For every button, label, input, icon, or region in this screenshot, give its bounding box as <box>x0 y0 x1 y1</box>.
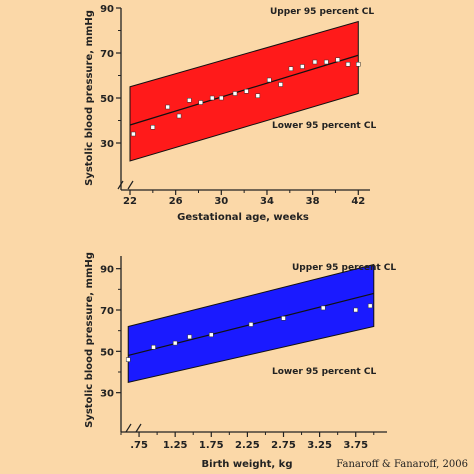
axis-break-mark <box>135 423 142 433</box>
data-point <box>151 344 156 350</box>
axis-break-mark <box>127 180 134 190</box>
data-point <box>300 64 305 69</box>
data-point <box>255 93 261 98</box>
data-point <box>288 66 294 71</box>
y-tick-label: 50 <box>100 94 114 105</box>
data-point <box>278 82 283 87</box>
y-axis-label: Systolic blood pressure, mmHg <box>84 252 95 428</box>
data-point <box>176 113 182 119</box>
x-tick-label: 2.75 <box>271 440 296 451</box>
data-point <box>324 59 329 65</box>
x-tick-label: 26 <box>169 196 183 207</box>
lower-cl-label: Lower 95 percent CL <box>272 121 376 131</box>
lower-cl-label: Lower 95 percent CL <box>272 367 376 377</box>
axis-break-mark <box>117 180 124 190</box>
chart-birth-weight: 30 50 70 90 .75 1.25 1.75 2.25 2.75 3.25 3.75 Birth… <box>84 252 396 470</box>
data-point <box>367 303 373 309</box>
x-tick-label: 2.25 <box>235 440 260 451</box>
x-tick-label: 3.25 <box>307 440 332 451</box>
data-point <box>281 316 286 321</box>
x-tick-label: 34 <box>260 196 274 207</box>
y-tick-label: 70 <box>100 49 114 60</box>
x-tick-label: 38 <box>306 196 320 207</box>
data-point <box>219 95 224 101</box>
regression-line <box>129 54 359 126</box>
data-point <box>198 100 204 105</box>
credit-text: Fanaroff & Fanaroff, 2006 <box>336 459 468 470</box>
data-point <box>125 357 131 362</box>
data-point <box>209 95 215 101</box>
x-tick-label: 42 <box>351 196 365 207</box>
y-tick-label: 90 <box>100 4 114 15</box>
upper-cl-label: Upper 95 percent CL <box>292 263 396 273</box>
data-point <box>267 77 272 83</box>
data-point <box>165 104 170 110</box>
data-point <box>187 334 192 340</box>
data-point <box>232 91 238 96</box>
y-tick-label: 90 <box>100 265 114 276</box>
x-tick-label: .75 <box>130 440 148 451</box>
x-tick-label: 1.75 <box>199 440 224 451</box>
data-point <box>209 332 214 338</box>
data-point <box>312 59 318 65</box>
y-tick-label: 30 <box>100 389 114 400</box>
data-point <box>131 131 136 137</box>
y-axis-label: Systolic blood pressure, mmHg <box>84 10 95 186</box>
data-point <box>353 307 358 313</box>
data-point <box>172 340 178 346</box>
data-point <box>150 125 156 130</box>
x-axis-label: Birth weight, kg <box>202 459 293 470</box>
data-point <box>187 98 192 103</box>
data-point <box>320 305 326 311</box>
x-tick-label: 30 <box>214 196 228 207</box>
confidence-band <box>129 20 359 162</box>
data-point <box>356 62 361 67</box>
upper-cl-label: Upper 95 percent CL <box>270 7 374 17</box>
axis-break-mark <box>125 423 132 433</box>
data-point <box>335 57 340 62</box>
x-tick-label: 3.75 <box>343 440 368 451</box>
data-point <box>345 62 351 67</box>
y-tick-label: 70 <box>100 306 114 317</box>
y-tick-label: 50 <box>100 347 114 358</box>
x-tick-label: 1.25 <box>163 440 188 451</box>
x-tick-label: 22 <box>123 196 137 207</box>
data-point <box>248 322 254 327</box>
y-tick-label: 30 <box>100 139 114 150</box>
x-axis-label: Gestational age, weeks <box>177 212 309 223</box>
chart-gestational-age: 30 50 70 90 22 26 30 34 38 42 Gestational age, wee… <box>84 4 376 223</box>
data-point <box>244 89 249 94</box>
